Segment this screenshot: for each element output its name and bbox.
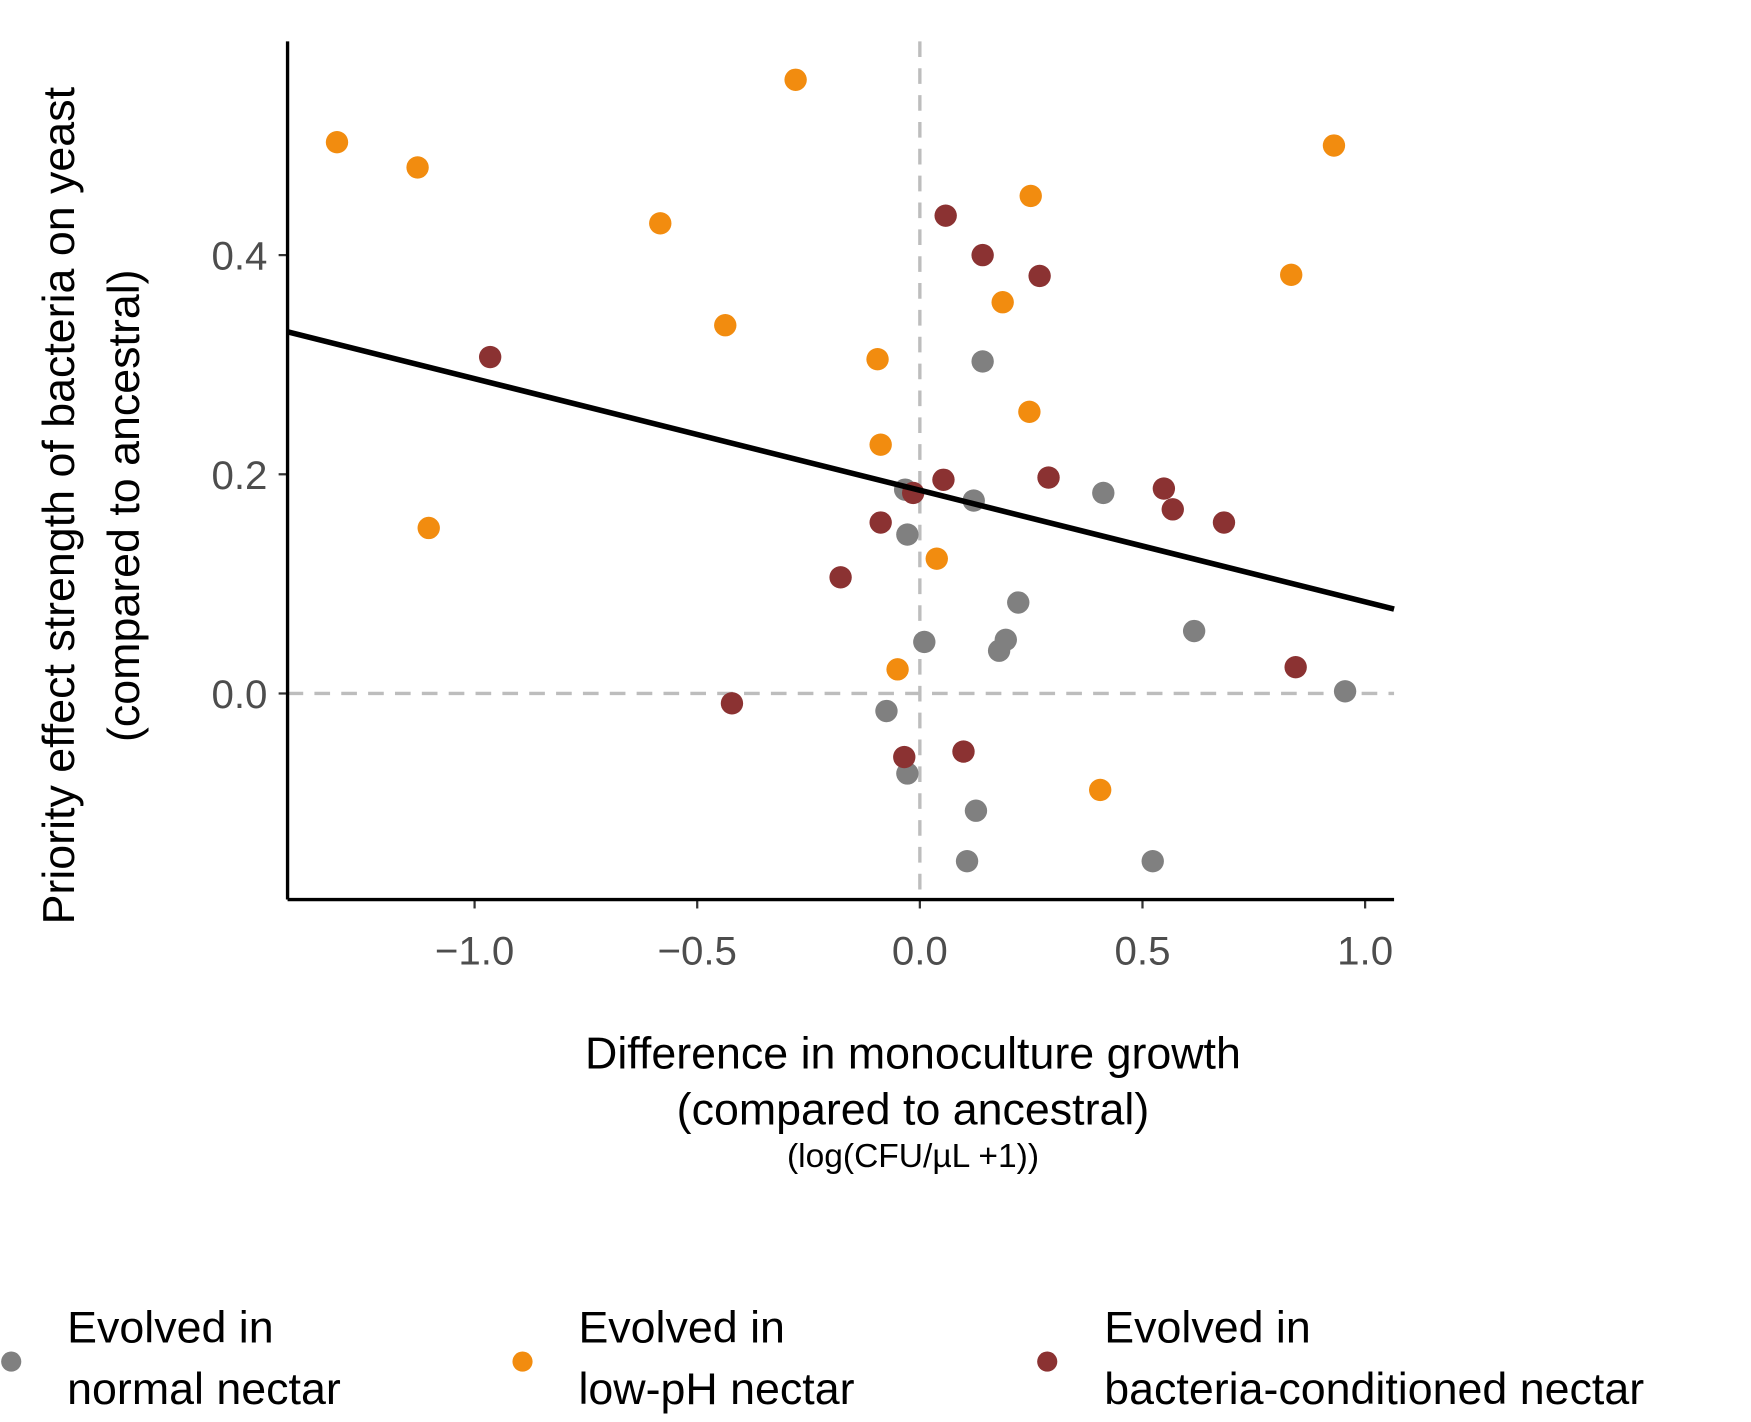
data-point (925, 547, 948, 570)
data-point (1141, 849, 1164, 873)
legend-line: low-pH nectar (578, 1364, 854, 1414)
x-tick-label: 1.0 (1337, 928, 1393, 973)
data-point (866, 348, 889, 371)
data-point (406, 156, 429, 179)
legend-marker (1, 1351, 22, 1372)
x-tick-label: −1.0 (435, 928, 515, 973)
legend-marker (1037, 1351, 1058, 1372)
data-point (1284, 655, 1307, 679)
data-point (971, 243, 994, 267)
legend-line: Evolved in (578, 1303, 784, 1353)
data-point (869, 511, 892, 534)
data-point (325, 131, 349, 154)
y-axis-title: Priority effect strength of bacteria on … (34, 86, 84, 924)
data-point (1322, 134, 1346, 157)
data-point (1280, 263, 1303, 287)
data-point (1088, 778, 1112, 802)
legend-label: Evolved in normal nectar (67, 1303, 341, 1415)
y-tick-label: 0.2 (211, 453, 267, 498)
legend-line: Evolved in (1104, 1303, 1310, 1353)
data-point (893, 745, 916, 769)
data-point (1161, 498, 1184, 521)
legend-marker (512, 1351, 533, 1372)
data-point (932, 468, 955, 491)
data-point (1333, 680, 1357, 703)
data-point (1007, 591, 1030, 614)
legend-label: Evolved in low-pH nectar (578, 1303, 854, 1415)
data-point (987, 639, 1011, 662)
legend-label: Evolved in bacteria-conditioned nectar (1104, 1303, 1644, 1415)
x-axis-title: (compared to ancestral) (677, 1084, 1150, 1134)
data-point (896, 523, 919, 546)
data-point (886, 658, 909, 681)
data-point (1037, 466, 1060, 489)
legend-line: Evolved in (67, 1303, 273, 1353)
y-tick-label: 0.4 (211, 234, 267, 279)
data-point (964, 799, 988, 822)
data-point (714, 314, 737, 337)
data-point (478, 345, 502, 369)
y-axis-title: (compared to ancestral) (99, 269, 149, 742)
x-axis-title: (log(CFU/µL +1)) (787, 1138, 1039, 1175)
fit-line (286, 329, 1395, 612)
legend-line: normal nectar (67, 1364, 341, 1414)
data-point (1028, 264, 1051, 288)
data-point (955, 849, 979, 873)
x-axis-title: Difference in monoculture growth (585, 1028, 1241, 1078)
data-point (971, 350, 994, 373)
data-point (875, 699, 898, 723)
data-point (784, 68, 807, 91)
data-point (720, 692, 744, 715)
data-point (869, 433, 892, 456)
data-point (829, 566, 852, 589)
legend-line: bacteria-conditioned nectar (1104, 1364, 1644, 1414)
x-tick-label: 0.0 (892, 928, 948, 973)
data-point (952, 740, 975, 763)
data-point (1182, 619, 1206, 643)
data-point (417, 516, 440, 540)
data-point (991, 291, 1014, 314)
data-point (1152, 477, 1176, 500)
data-point (1018, 400, 1041, 424)
data-point (934, 204, 957, 227)
data-point (1019, 184, 1042, 208)
y-tick-label: 0.0 (211, 672, 267, 717)
data-point (1212, 511, 1236, 534)
data-point (1092, 481, 1115, 505)
data-point (649, 212, 672, 235)
x-tick-label: −0.5 (657, 928, 736, 973)
x-tick-label: 0.5 (1114, 928, 1170, 973)
data-point (913, 630, 936, 654)
